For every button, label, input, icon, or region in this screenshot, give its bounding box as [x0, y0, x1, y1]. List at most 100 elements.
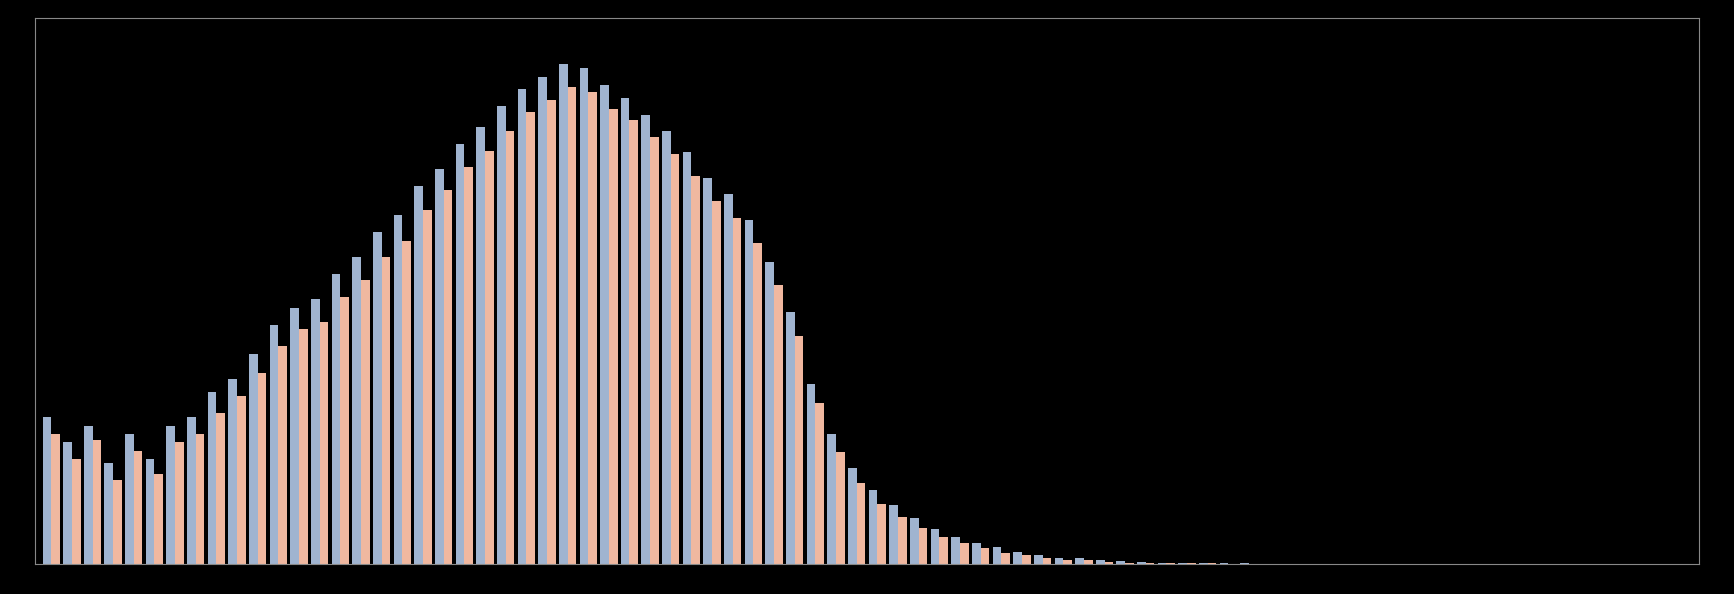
- Bar: [981, 548, 990, 564]
- Bar: [1105, 562, 1113, 564]
- Bar: [1042, 558, 1051, 564]
- Bar: [877, 504, 886, 564]
- Bar: [381, 257, 390, 564]
- Bar: [827, 434, 836, 564]
- Bar: [567, 87, 576, 564]
- Bar: [992, 548, 1001, 564]
- Bar: [279, 346, 288, 564]
- Bar: [773, 285, 782, 564]
- Bar: [558, 64, 567, 564]
- Bar: [154, 473, 163, 564]
- Bar: [92, 440, 101, 564]
- Bar: [1096, 560, 1105, 564]
- Bar: [704, 178, 713, 564]
- Bar: [134, 451, 142, 564]
- Bar: [104, 463, 113, 564]
- Bar: [298, 329, 307, 564]
- Bar: [271, 325, 279, 564]
- Bar: [187, 417, 196, 564]
- Bar: [477, 127, 486, 564]
- Bar: [931, 529, 940, 564]
- Bar: [973, 544, 981, 564]
- Bar: [196, 434, 205, 564]
- Bar: [340, 297, 349, 564]
- Bar: [402, 241, 411, 564]
- Bar: [692, 176, 701, 564]
- Bar: [725, 194, 733, 564]
- Bar: [919, 528, 928, 564]
- Bar: [744, 220, 753, 564]
- Bar: [869, 490, 877, 564]
- Bar: [890, 505, 898, 564]
- Bar: [1021, 555, 1030, 564]
- Bar: [786, 312, 794, 564]
- Bar: [125, 434, 134, 564]
- Bar: [435, 169, 444, 564]
- Bar: [671, 154, 680, 564]
- Bar: [733, 218, 742, 564]
- Bar: [208, 392, 217, 564]
- Bar: [414, 186, 423, 564]
- Bar: [713, 201, 721, 564]
- Bar: [806, 384, 815, 564]
- Bar: [1179, 563, 1188, 564]
- Bar: [794, 336, 803, 564]
- Bar: [444, 190, 453, 564]
- Bar: [166, 425, 175, 564]
- Bar: [52, 434, 61, 564]
- Bar: [1146, 563, 1155, 564]
- Bar: [683, 152, 692, 564]
- Bar: [229, 380, 238, 564]
- Bar: [1063, 560, 1072, 564]
- Bar: [1158, 563, 1167, 564]
- Bar: [146, 459, 154, 564]
- Bar: [848, 467, 857, 564]
- Bar: [113, 480, 121, 564]
- Bar: [498, 106, 506, 564]
- Bar: [910, 518, 919, 564]
- Bar: [1013, 552, 1021, 564]
- Bar: [517, 89, 525, 564]
- Bar: [456, 144, 465, 564]
- Bar: [609, 109, 617, 564]
- Bar: [588, 92, 596, 564]
- Bar: [250, 354, 258, 564]
- Bar: [331, 274, 340, 564]
- Bar: [836, 453, 844, 564]
- Bar: [815, 403, 824, 564]
- Bar: [952, 538, 961, 564]
- Bar: [1125, 563, 1134, 564]
- Bar: [71, 459, 80, 564]
- Bar: [525, 112, 534, 564]
- Bar: [83, 425, 92, 564]
- Bar: [1084, 560, 1092, 564]
- Bar: [486, 151, 494, 564]
- Bar: [175, 443, 184, 564]
- Bar: [352, 257, 361, 564]
- Bar: [662, 131, 671, 564]
- Bar: [465, 168, 473, 564]
- Bar: [650, 137, 659, 564]
- Bar: [579, 68, 588, 564]
- Bar: [538, 77, 546, 564]
- Bar: [238, 396, 246, 564]
- Bar: [43, 417, 52, 564]
- Bar: [857, 483, 865, 564]
- Bar: [319, 322, 328, 564]
- Bar: [310, 299, 319, 564]
- Bar: [258, 372, 267, 564]
- Bar: [1054, 558, 1063, 564]
- Bar: [765, 261, 773, 564]
- Bar: [62, 443, 71, 564]
- Bar: [621, 97, 629, 564]
- Bar: [961, 544, 969, 564]
- Bar: [394, 216, 402, 564]
- Bar: [1033, 555, 1042, 564]
- Bar: [373, 232, 381, 564]
- Bar: [1001, 552, 1009, 564]
- Bar: [423, 210, 432, 564]
- Bar: [290, 308, 298, 564]
- Bar: [546, 100, 555, 564]
- Bar: [217, 413, 225, 564]
- Bar: [1138, 562, 1146, 564]
